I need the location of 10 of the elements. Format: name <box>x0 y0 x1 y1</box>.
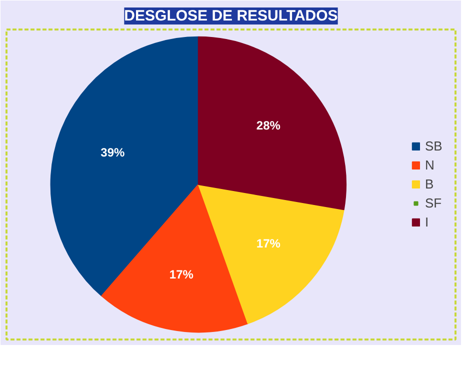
data-label: 28% <box>256 118 281 133</box>
legend-label: SF <box>425 196 443 210</box>
legend-label: N <box>425 158 436 172</box>
data-label: 17% <box>256 236 281 250</box>
chart-title: DESGLOSE DE RESULTADOS <box>124 8 338 24</box>
legend-label: B <box>425 176 435 192</box>
legend-label: I <box>425 214 430 230</box>
data-label: 39% <box>100 145 126 160</box>
legend-label: SB <box>425 138 444 154</box>
data-label: 17% <box>169 267 194 282</box>
